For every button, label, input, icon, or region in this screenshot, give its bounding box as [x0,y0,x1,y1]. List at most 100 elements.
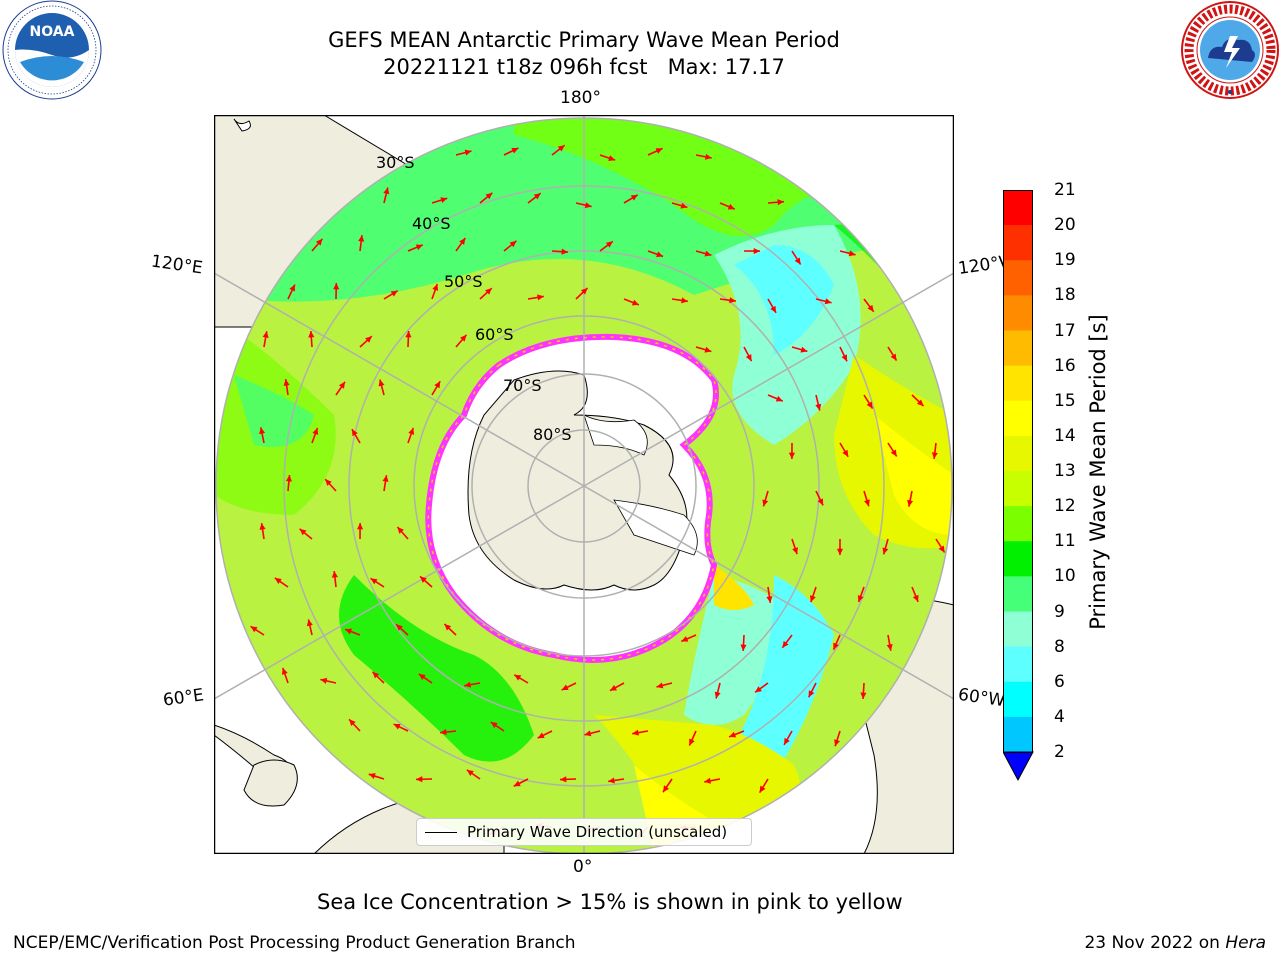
wave-arrow-head [370,578,378,585]
wave-arrow-head [285,475,292,482]
wave-arrow-head [372,671,380,679]
wave-arrow-head [704,250,712,257]
wave-arrow-head [464,681,471,688]
lat-label-50s: 50°S [444,272,483,291]
wave-arrow-head [325,479,332,486]
wave-arrow-head [358,235,365,242]
nws-logo [1181,1,1279,99]
wave-arrow-head [656,251,664,258]
lat-label-60s: 60°S [475,325,514,344]
wave-arrow-head [727,203,735,210]
wave-arrow-head [680,202,688,209]
wave-arrow-head [459,238,466,245]
footer-host: Hera [1225,933,1266,953]
noaa-logo: NOAA [2,0,102,100]
colorbar-band [1003,471,1033,507]
wave-arrow-head [333,283,340,290]
colorbar-band [1003,260,1033,296]
sea-ice-note: Sea Ice Concentration > 15% is shown in … [317,890,903,914]
colorbar-tick-label: 8 [1054,636,1065,657]
colorbar-band [1003,190,1033,226]
colorbar-tick-label: 2 [1054,742,1065,762]
wave-arrow-head [418,673,426,681]
wave-arrow-head [274,577,282,585]
wave-arrow-head [415,244,423,251]
wave-arrow-head [808,690,815,698]
wave-arrow-head [836,548,844,555]
wave-arrow-head [775,395,783,402]
wave-arrow-head [655,148,663,154]
colorbar-band [1003,225,1033,261]
wave-arrow-head [513,780,521,787]
wave-arrow-head [777,199,784,206]
colorbar [1003,190,1034,782]
wave-arrow-head [824,298,832,305]
polar-map: 30°S 40°S 50°S 60°S 70°S 80°S [214,115,954,854]
wave-arrow-head [331,571,338,578]
wave-arrow-head [890,449,897,457]
wave-arrow-head [537,294,544,301]
wave-arrow-head [833,642,839,650]
wave-arrow-head [338,381,346,389]
wave-arrow-head [794,257,801,265]
wave-arrow-head [704,346,712,353]
wave-arrow-head [729,297,736,304]
wave-arrow-head [782,640,789,648]
wave-arrow-head [662,785,670,793]
wave-arrow-head [351,429,358,437]
wave-arrow-head [656,682,664,689]
wave-arrow-head [608,777,615,784]
lat-label-30s: 30°S [376,153,415,172]
wave-arrow-head [817,498,824,506]
map-legend: Primary Wave Direction (unscaled) [416,818,752,846]
wave-arrow-head [753,248,760,255]
colorbar-tick-label: 20 [1054,215,1076,236]
wave-arrow-head [681,636,689,642]
wave-arrow-head [390,290,398,297]
lat-label-40s: 40°S [412,214,451,233]
wave-direction-arrows [250,144,946,840]
wave-arrow-head [396,624,403,631]
wave-arrow-head [557,145,565,152]
wave-arrow-head [511,147,519,154]
colorbar-band [1003,646,1033,683]
wave-arrow-head [485,288,492,295]
wave-arrow-head [584,202,592,209]
wave-arrow-head [689,738,695,746]
wave-arrow-head [444,623,452,631]
wave-arrow-head [788,452,795,459]
wave-arrow-head [306,619,313,627]
wave-arrow-head [289,284,295,292]
colorbar-band [1003,330,1033,367]
wave-arrow-head [916,399,924,407]
colorbar-tick-label: 10 [1054,566,1076,587]
wave-arrow-head [509,240,517,248]
wave-arrow-head [759,785,766,793]
wave-arrow-head [938,545,945,553]
colorbar-tick-label: 11 [1054,531,1076,552]
wave-arrow-head [842,449,849,457]
wave-arrow-head [882,547,889,555]
wave-arrow-head [632,729,639,736]
lon-label-60w: 60°W [956,684,1007,712]
lon-label-0: 0° [573,857,593,877]
wave-arrow-head [378,379,385,387]
wave-arrow-head [440,729,447,736]
colorbar-label: Primary Wave Mean Period [s] [1086,314,1110,630]
lat-label-80s: 80°S [533,425,572,444]
colorbar-band [1003,611,1033,648]
wave-arrow-head [262,331,269,338]
wave-arrow-head [393,724,401,730]
wave-arrow-head [490,722,498,729]
wave-arrow-head [863,499,870,507]
wave-arrow-head [434,381,441,389]
wave-arrow-head [815,403,822,411]
wave-arrow-head [630,194,638,201]
wave-arrow-head [514,674,522,681]
colorbar-tick-label: 15 [1054,390,1076,411]
wave-arrow-head [931,452,938,459]
antarctica [425,333,719,663]
colorbar-band [1003,541,1033,577]
colorbar-band [1003,716,1033,753]
legend-label: Primary Wave Direction (unscaled) [467,823,728,841]
